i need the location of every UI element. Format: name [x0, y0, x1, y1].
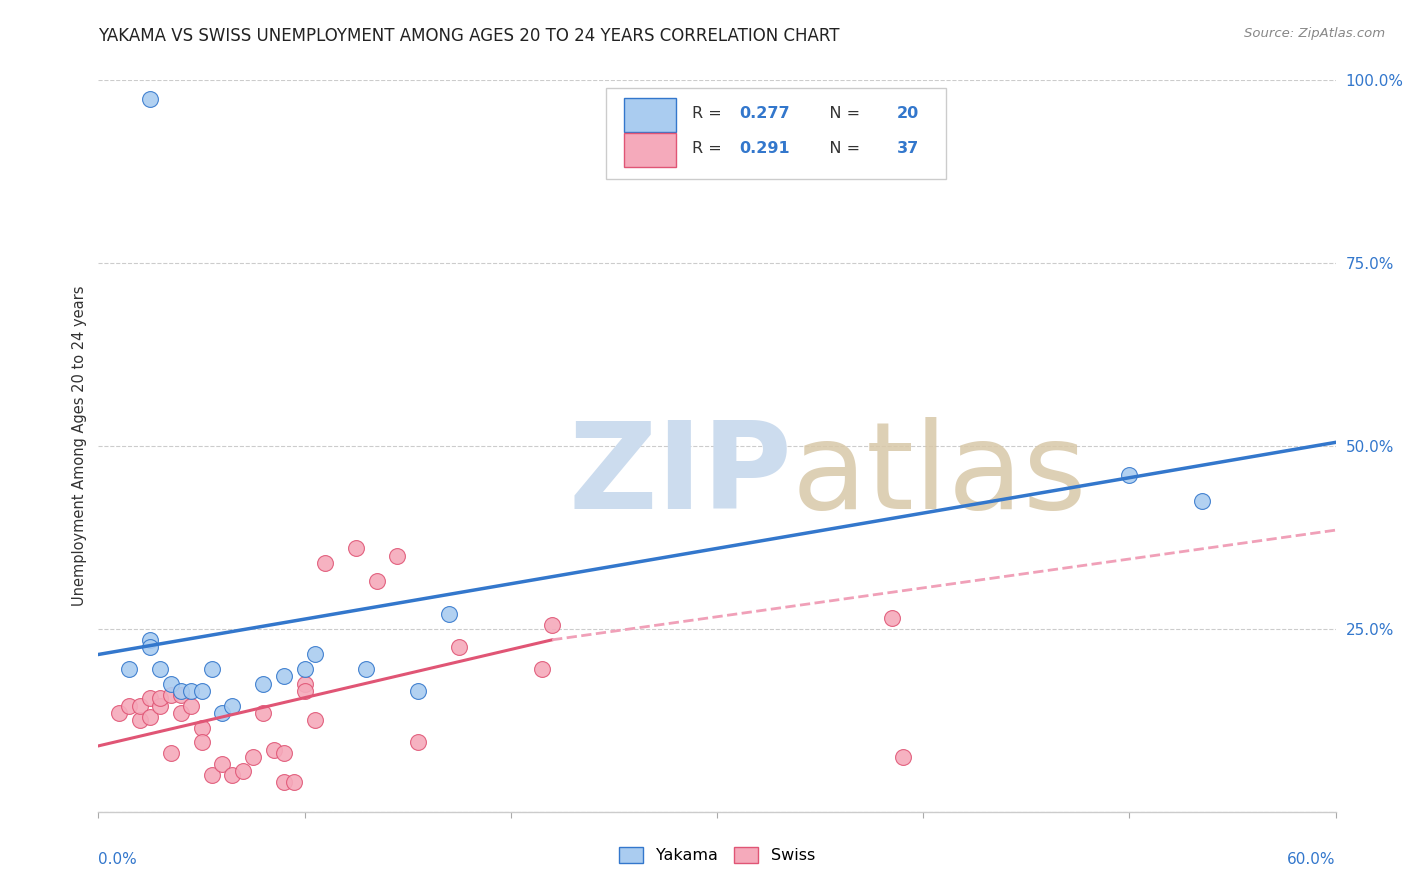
Point [530, 662, 553, 676]
Point [190, 721, 212, 735]
Text: 37: 37 [897, 141, 918, 156]
Point [170, 684, 193, 698]
Point [356, 662, 378, 676]
Text: 60.0%: 60.0% [1288, 852, 1336, 867]
Text: N =: N = [814, 141, 865, 156]
Text: N =: N = [814, 105, 865, 120]
Point [294, 676, 316, 690]
Point [149, 691, 172, 706]
Point [190, 684, 212, 698]
Text: ZIP: ZIP [568, 417, 793, 533]
Point [159, 676, 181, 690]
Point [252, 676, 274, 690]
Point [139, 691, 162, 706]
Point [252, 706, 274, 720]
Point [118, 662, 141, 676]
Point [344, 541, 367, 556]
Point [541, 618, 564, 632]
Text: 0.291: 0.291 [740, 141, 790, 156]
Text: YAKAMA VS SWISS UNEMPLOYMENT AMONG AGES 20 TO 24 YEARS CORRELATION CHART: YAKAMA VS SWISS UNEMPLOYMENT AMONG AGES … [98, 27, 839, 45]
Point [211, 706, 233, 720]
Point [437, 607, 460, 622]
Point [180, 684, 202, 698]
Point [108, 706, 131, 720]
Text: 0.0%: 0.0% [98, 852, 138, 867]
Point [314, 556, 336, 570]
Point [149, 698, 172, 713]
FancyBboxPatch shape [624, 133, 676, 168]
Point [304, 714, 326, 728]
Point [387, 549, 409, 563]
Point [263, 742, 285, 756]
Point [449, 640, 471, 655]
Point [273, 775, 295, 789]
Point [891, 749, 914, 764]
Point [128, 698, 150, 713]
FancyBboxPatch shape [606, 87, 946, 179]
Point [211, 757, 233, 772]
Point [283, 775, 305, 789]
Point [139, 632, 162, 647]
Point [294, 662, 316, 676]
Text: 0.277: 0.277 [740, 105, 790, 120]
Text: Source: ZipAtlas.com: Source: ZipAtlas.com [1244, 27, 1385, 40]
Point [1191, 494, 1213, 508]
Point [159, 688, 181, 702]
Y-axis label: Unemployment Among Ages 20 to 24 years: Unemployment Among Ages 20 to 24 years [72, 285, 87, 607]
Point [273, 669, 295, 683]
Point [149, 662, 172, 676]
Point [128, 714, 150, 728]
Point [201, 662, 224, 676]
Point [406, 735, 429, 749]
Point [118, 698, 141, 713]
Point [1118, 468, 1140, 483]
FancyBboxPatch shape [624, 98, 676, 132]
Point [366, 574, 388, 589]
Point [139, 640, 162, 655]
Point [139, 92, 162, 106]
Point [304, 648, 326, 662]
Point [201, 768, 224, 782]
Point [221, 768, 243, 782]
Point [882, 611, 904, 625]
Point [232, 764, 254, 779]
Point [242, 749, 264, 764]
Point [170, 688, 193, 702]
Point [180, 698, 202, 713]
Point [294, 684, 316, 698]
Text: 20: 20 [897, 105, 918, 120]
Point [273, 746, 295, 760]
Point [170, 706, 193, 720]
Point [190, 735, 212, 749]
Point [159, 746, 181, 760]
Point [406, 684, 429, 698]
Text: atlas: atlas [792, 417, 1087, 533]
Point [139, 709, 162, 723]
Text: R =: R = [692, 141, 727, 156]
Text: R =: R = [692, 105, 727, 120]
Point [221, 698, 243, 713]
Legend: Yakama, Swiss: Yakama, Swiss [613, 840, 821, 870]
